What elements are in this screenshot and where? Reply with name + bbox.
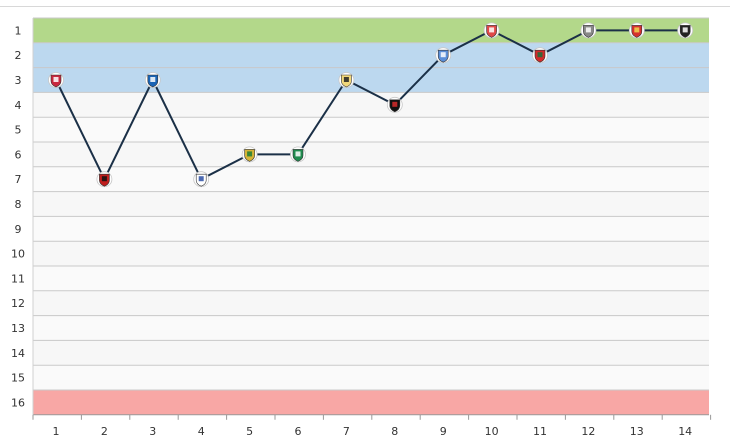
x-tick-label: 4 [198,425,205,436]
y-tick-label: 5 [15,124,22,137]
crest-emblem [198,176,204,182]
plot-row [33,266,709,291]
team-crest-icon [290,146,306,163]
y-tick-label: 3 [15,74,22,87]
crest-emblem [150,77,156,82]
plot-row [33,365,709,390]
plot-row [33,315,709,341]
team-crest-icon [677,22,694,39]
team-crest-icon [386,96,403,113]
plot-row [33,216,709,242]
plot-row [33,191,709,217]
y-tick-label: 11 [11,272,25,285]
plot-row [33,241,709,266]
plot-row [33,142,709,167]
x-axis-tick-labels: 1 2 3 4 5 6 7 8 9 10 11 12 13 14 [53,425,693,436]
y-tick-label: 9 [15,223,22,236]
team-crest-icon [48,72,64,88]
team-crest-icon [532,47,548,64]
y-tick-label: 7 [15,173,22,186]
x-tick-label: 5 [246,425,253,436]
y-tick-label: 4 [15,99,22,112]
x-axis [32,414,712,420]
team-crest-icon [483,22,500,39]
y-tick-label: 2 [15,49,22,62]
crest-emblem [247,151,253,157]
crest-emblem [343,77,349,82]
team-crest-icon [241,146,258,163]
x-tick-label: 7 [343,425,350,436]
x-tick-label: 10 [485,425,499,436]
y-tick-label: 1 [15,24,22,37]
x-tick-label: 8 [391,425,398,436]
team-crest-icon [628,22,645,39]
zone-band-row [33,42,709,68]
y-tick-label: 14 [11,347,25,360]
crest-emblem [682,27,688,33]
crest-emblem [440,52,446,58]
team-crest-icon [338,72,355,88]
x-tick-label: 6 [295,425,302,436]
zone-bands [33,18,709,415]
plot-row [33,92,709,118]
series-line [55,29,686,181]
zone-band-row [33,67,709,93]
markers-group [48,22,694,188]
crest-emblem [537,52,543,58]
crest-emblem [392,101,398,107]
plot-row [33,117,709,142]
top-divider [0,6,730,7]
y-tick-label: 10 [11,248,25,261]
x-tick-label: 2 [101,425,108,436]
team-crest-icon [96,171,113,188]
crest-emblem [585,27,591,33]
x-tick-label: 1 [53,425,60,436]
x-tick-label: 9 [440,425,447,436]
team-crest-icon [435,47,452,64]
y-tick-label: 16 [11,396,25,409]
y-tick-label: 6 [15,148,22,161]
crest-emblem [489,27,495,33]
x-tick-label: 3 [149,425,156,436]
plot-row [33,166,709,192]
x-tick-label: 13 [630,425,644,436]
plot-row [33,340,709,366]
crest-emblem [634,27,640,33]
y-tick-label: 13 [11,322,25,335]
crest-emblem [101,176,107,182]
y-tick-label: 8 [15,198,22,211]
plot-row [33,290,709,316]
series-line-group [55,29,686,181]
team-crest-icon [580,22,597,39]
team-crest-icon [144,72,161,88]
x-tick-label: 11 [533,425,547,436]
grid-lines [32,17,709,416]
y-tick-label: 12 [11,297,25,310]
crest-emblem [295,151,301,157]
x-tick-label: 14 [678,425,692,436]
team-crest-icon [193,171,210,188]
x-tick-label: 12 [581,425,595,436]
crest-emblem [53,77,59,82]
zone-band-row [33,390,709,415]
y-tick-label: 15 [11,372,25,385]
